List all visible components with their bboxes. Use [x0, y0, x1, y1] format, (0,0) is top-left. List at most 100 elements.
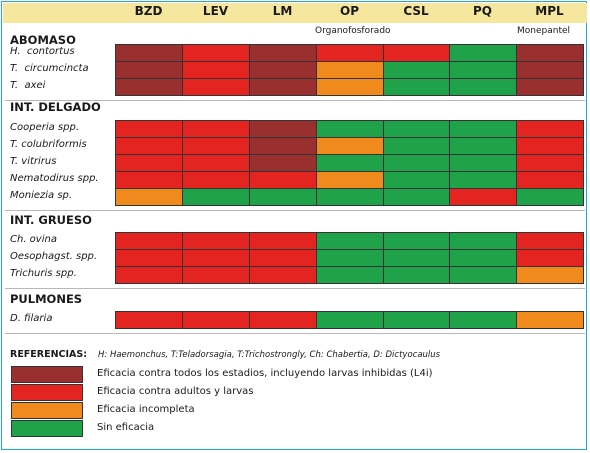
efficacy-cell [182, 266, 250, 284]
efficacy-cell [449, 44, 517, 62]
efficacy-cell [449, 154, 517, 172]
efficacy-cell [182, 249, 250, 267]
efficacy-cell [383, 78, 450, 96]
efficacy-cell [249, 154, 317, 172]
section-divider [5, 100, 585, 101]
efficacy-cell [449, 120, 517, 138]
efficacy-cell [516, 232, 584, 250]
efficacy-cell [383, 61, 450, 79]
column-header-mpl: MPL [535, 4, 564, 18]
efficacy-cell [316, 120, 384, 138]
column-header-bzd: BZD [134, 4, 163, 18]
efficacy-cell [449, 137, 517, 155]
efficacy-cell [115, 249, 183, 267]
row-label: T. axei [10, 80, 46, 91]
efficacy-cell [249, 120, 317, 138]
references-title: REFERENCIAS: [10, 349, 88, 360]
column-header-bar [3, 3, 587, 23]
efficacy-cell [182, 154, 250, 172]
row-label: T. vitrirus [10, 156, 57, 167]
row-label: T. circumcincta [10, 63, 89, 74]
efficacy-cell [383, 120, 450, 138]
efficacy-cell [316, 78, 384, 96]
efficacy-cell [316, 311, 384, 329]
efficacy-cell [182, 188, 250, 206]
efficacy-cell [249, 61, 317, 79]
column-header-lm: LM [272, 4, 293, 18]
legend-label: Sin eficacia [97, 422, 155, 433]
efficacy-cell [115, 154, 183, 172]
references-abbreviations: H: Haemonchus, T:Teladorsagia, T:Trichos… [98, 350, 441, 360]
efficacy-cell [249, 44, 317, 62]
section-divider [5, 288, 585, 289]
efficacy-cell [316, 188, 384, 206]
efficacy-cell [516, 311, 584, 329]
efficacy-cell [516, 120, 584, 138]
efficacy-cell [383, 137, 450, 155]
efficacy-cell [383, 232, 450, 250]
section-divider [5, 210, 585, 211]
efficacy-cell [249, 249, 317, 267]
efficacy-cell [316, 44, 384, 62]
column-header-csl: CSL [403, 4, 429, 18]
efficacy-cell [316, 137, 384, 155]
op-column-note: Organofosforado [315, 26, 391, 36]
efficacy-cell [449, 311, 517, 329]
legend-swatch [11, 384, 83, 401]
efficacy-cell [182, 311, 250, 329]
efficacy-cell [316, 232, 384, 250]
efficacy-cell [516, 137, 584, 155]
efficacy-cell [449, 266, 517, 284]
efficacy-cell [115, 188, 183, 206]
efficacy-cell [115, 232, 183, 250]
efficacy-cell [115, 266, 183, 284]
row-label: Moniezia sp. [10, 190, 73, 201]
efficacy-cell [316, 61, 384, 79]
efficacy-cell [516, 61, 584, 79]
efficacy-cell [516, 249, 584, 267]
efficacy-cell [316, 249, 384, 267]
section-title: ABOMASO [10, 33, 76, 47]
efficacy-cell [182, 137, 250, 155]
efficacy-cell [115, 311, 183, 329]
efficacy-cell [383, 171, 450, 189]
efficacy-cell [449, 61, 517, 79]
efficacy-cell [316, 154, 384, 172]
row-label: Cooperia spp. [10, 122, 79, 133]
efficacy-cell [383, 44, 450, 62]
efficacy-cell [516, 171, 584, 189]
efficacy-cell [182, 171, 250, 189]
row-label: Oesophagst. spp. [10, 251, 98, 262]
efficacy-cell [115, 44, 183, 62]
efficacy-cell [316, 266, 384, 284]
efficacy-cell [249, 311, 317, 329]
legend-label: Eficacia incompleta [97, 404, 195, 415]
legend-swatch [11, 420, 83, 437]
efficacy-cell [115, 61, 183, 79]
efficacy-cell [449, 232, 517, 250]
efficacy-cell [449, 188, 517, 206]
section-title: INT. GRUESO [10, 213, 92, 227]
efficacy-cell [115, 120, 183, 138]
legend-swatch [11, 402, 83, 419]
legend-label: Eficacia contra adultos y larvas [97, 386, 254, 397]
efficacy-cell [249, 78, 317, 96]
efficacy-cell [182, 44, 250, 62]
efficacy-cell [115, 78, 183, 96]
efficacy-cell [249, 171, 317, 189]
row-label: H. contortus [10, 46, 75, 57]
efficacy-cell [449, 171, 517, 189]
efficacy-cell [249, 266, 317, 284]
column-header-lev: LEV [202, 4, 229, 18]
efficacy-cell [516, 78, 584, 96]
section-title: PULMONES [10, 292, 83, 306]
efficacy-cell [115, 171, 183, 189]
legend-label: Eficacia contra todos los estadios, incl… [97, 368, 433, 379]
row-label: D. filaria [10, 313, 53, 324]
efficacy-cell [383, 188, 450, 206]
efficacy-cell [516, 154, 584, 172]
efficacy-cell [449, 78, 517, 96]
efficacy-cell [516, 188, 584, 206]
column-header-pq: PQ [473, 4, 492, 18]
legend-swatch [11, 366, 83, 383]
